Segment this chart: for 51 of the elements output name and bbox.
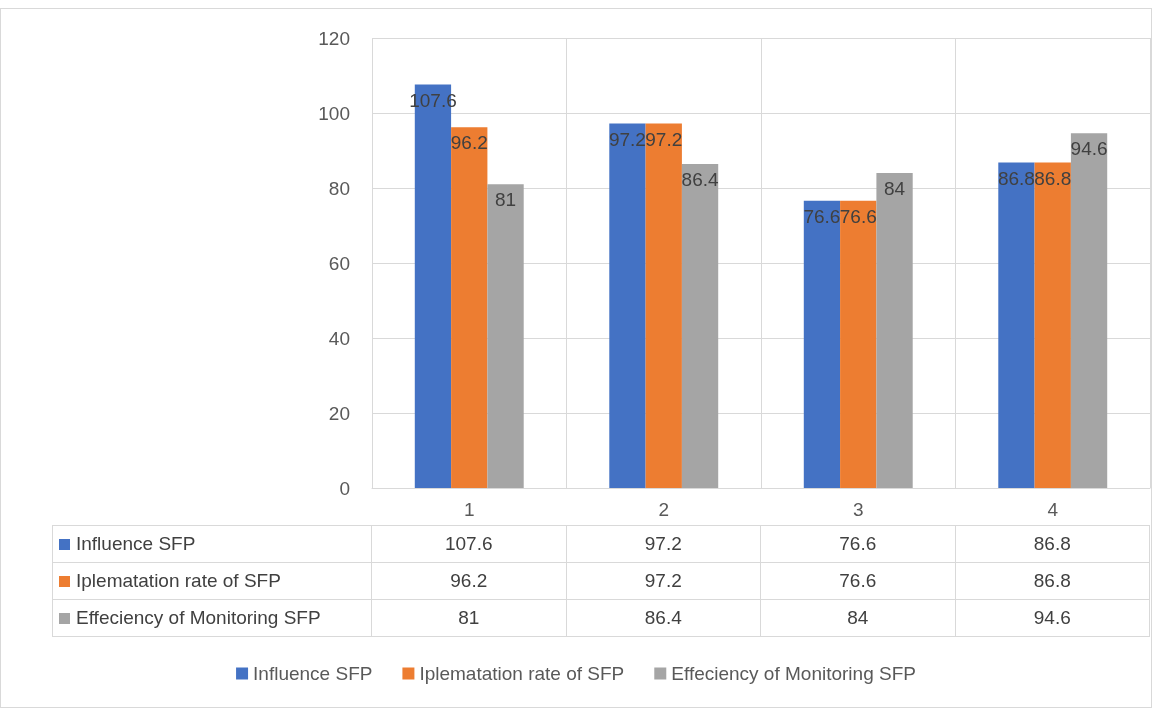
text: 107.6 [371, 525, 566, 563]
y-tick-label: 20 [328, 402, 350, 424]
x-tick-label: 1 [463, 499, 475, 520]
y-tick-label: 80 [328, 177, 350, 199]
bar [487, 184, 524, 488]
text: 97.2 [566, 562, 761, 600]
x-tick-label: 2 [658, 499, 670, 520]
legend-label: Iplematation rate of SFP [419, 663, 625, 684]
bar [998, 162, 1035, 488]
y-tick-label: 40 [328, 327, 350, 349]
y-tick-label: 120 [318, 27, 350, 49]
data-label: 76.6 [839, 205, 877, 227]
bar [681, 164, 719, 488]
bar [1034, 162, 1071, 488]
text: Influence SFP [76, 533, 196, 554]
text: 86.4 [566, 599, 761, 637]
data-label: 97.2 [645, 128, 683, 150]
legend-label: Effeciency of Monitoring SFP [671, 663, 916, 684]
y-tick-label: 100 [318, 102, 350, 124]
text: 97.2 [566, 525, 761, 563]
text: 94.6 [955, 599, 1150, 637]
bar [876, 173, 913, 488]
bar [451, 127, 488, 488]
data-label: 97.2 [608, 128, 646, 150]
data-label: 86.4 [681, 169, 719, 190]
bar [803, 200, 841, 488]
data-label: 94.6 [1070, 138, 1108, 160]
text: 86.8 [955, 525, 1150, 563]
x-tick-label: 4 [1047, 499, 1059, 520]
data-label: 86.8 [997, 167, 1035, 189]
text: 76.6 [760, 562, 955, 600]
text: 86.8 [955, 562, 1150, 600]
text: Effeciency of Monitoring SFP [76, 607, 321, 628]
text: 84 [760, 599, 955, 637]
text: 76.6 [760, 525, 955, 563]
bar [840, 200, 877, 488]
legend-label: Influence SFP [253, 663, 373, 684]
bar [1070, 133, 1108, 488]
data-label: 76.6 [803, 205, 841, 227]
bar [609, 123, 646, 488]
y-tick-label: 0 [339, 477, 350, 499]
bar [645, 123, 682, 488]
data-label: 81 [494, 189, 517, 211]
text: 96.2 [371, 562, 566, 600]
data-label: 86.8 [1034, 167, 1072, 189]
y-tick-label: 60 [328, 252, 350, 274]
data-label: 96.2 [450, 132, 488, 154]
text: Iplematation rate of SFP [76, 570, 281, 591]
text: 81 [371, 599, 566, 637]
data-label: 84 [883, 178, 906, 199]
x-tick-label: 3 [852, 499, 864, 520]
